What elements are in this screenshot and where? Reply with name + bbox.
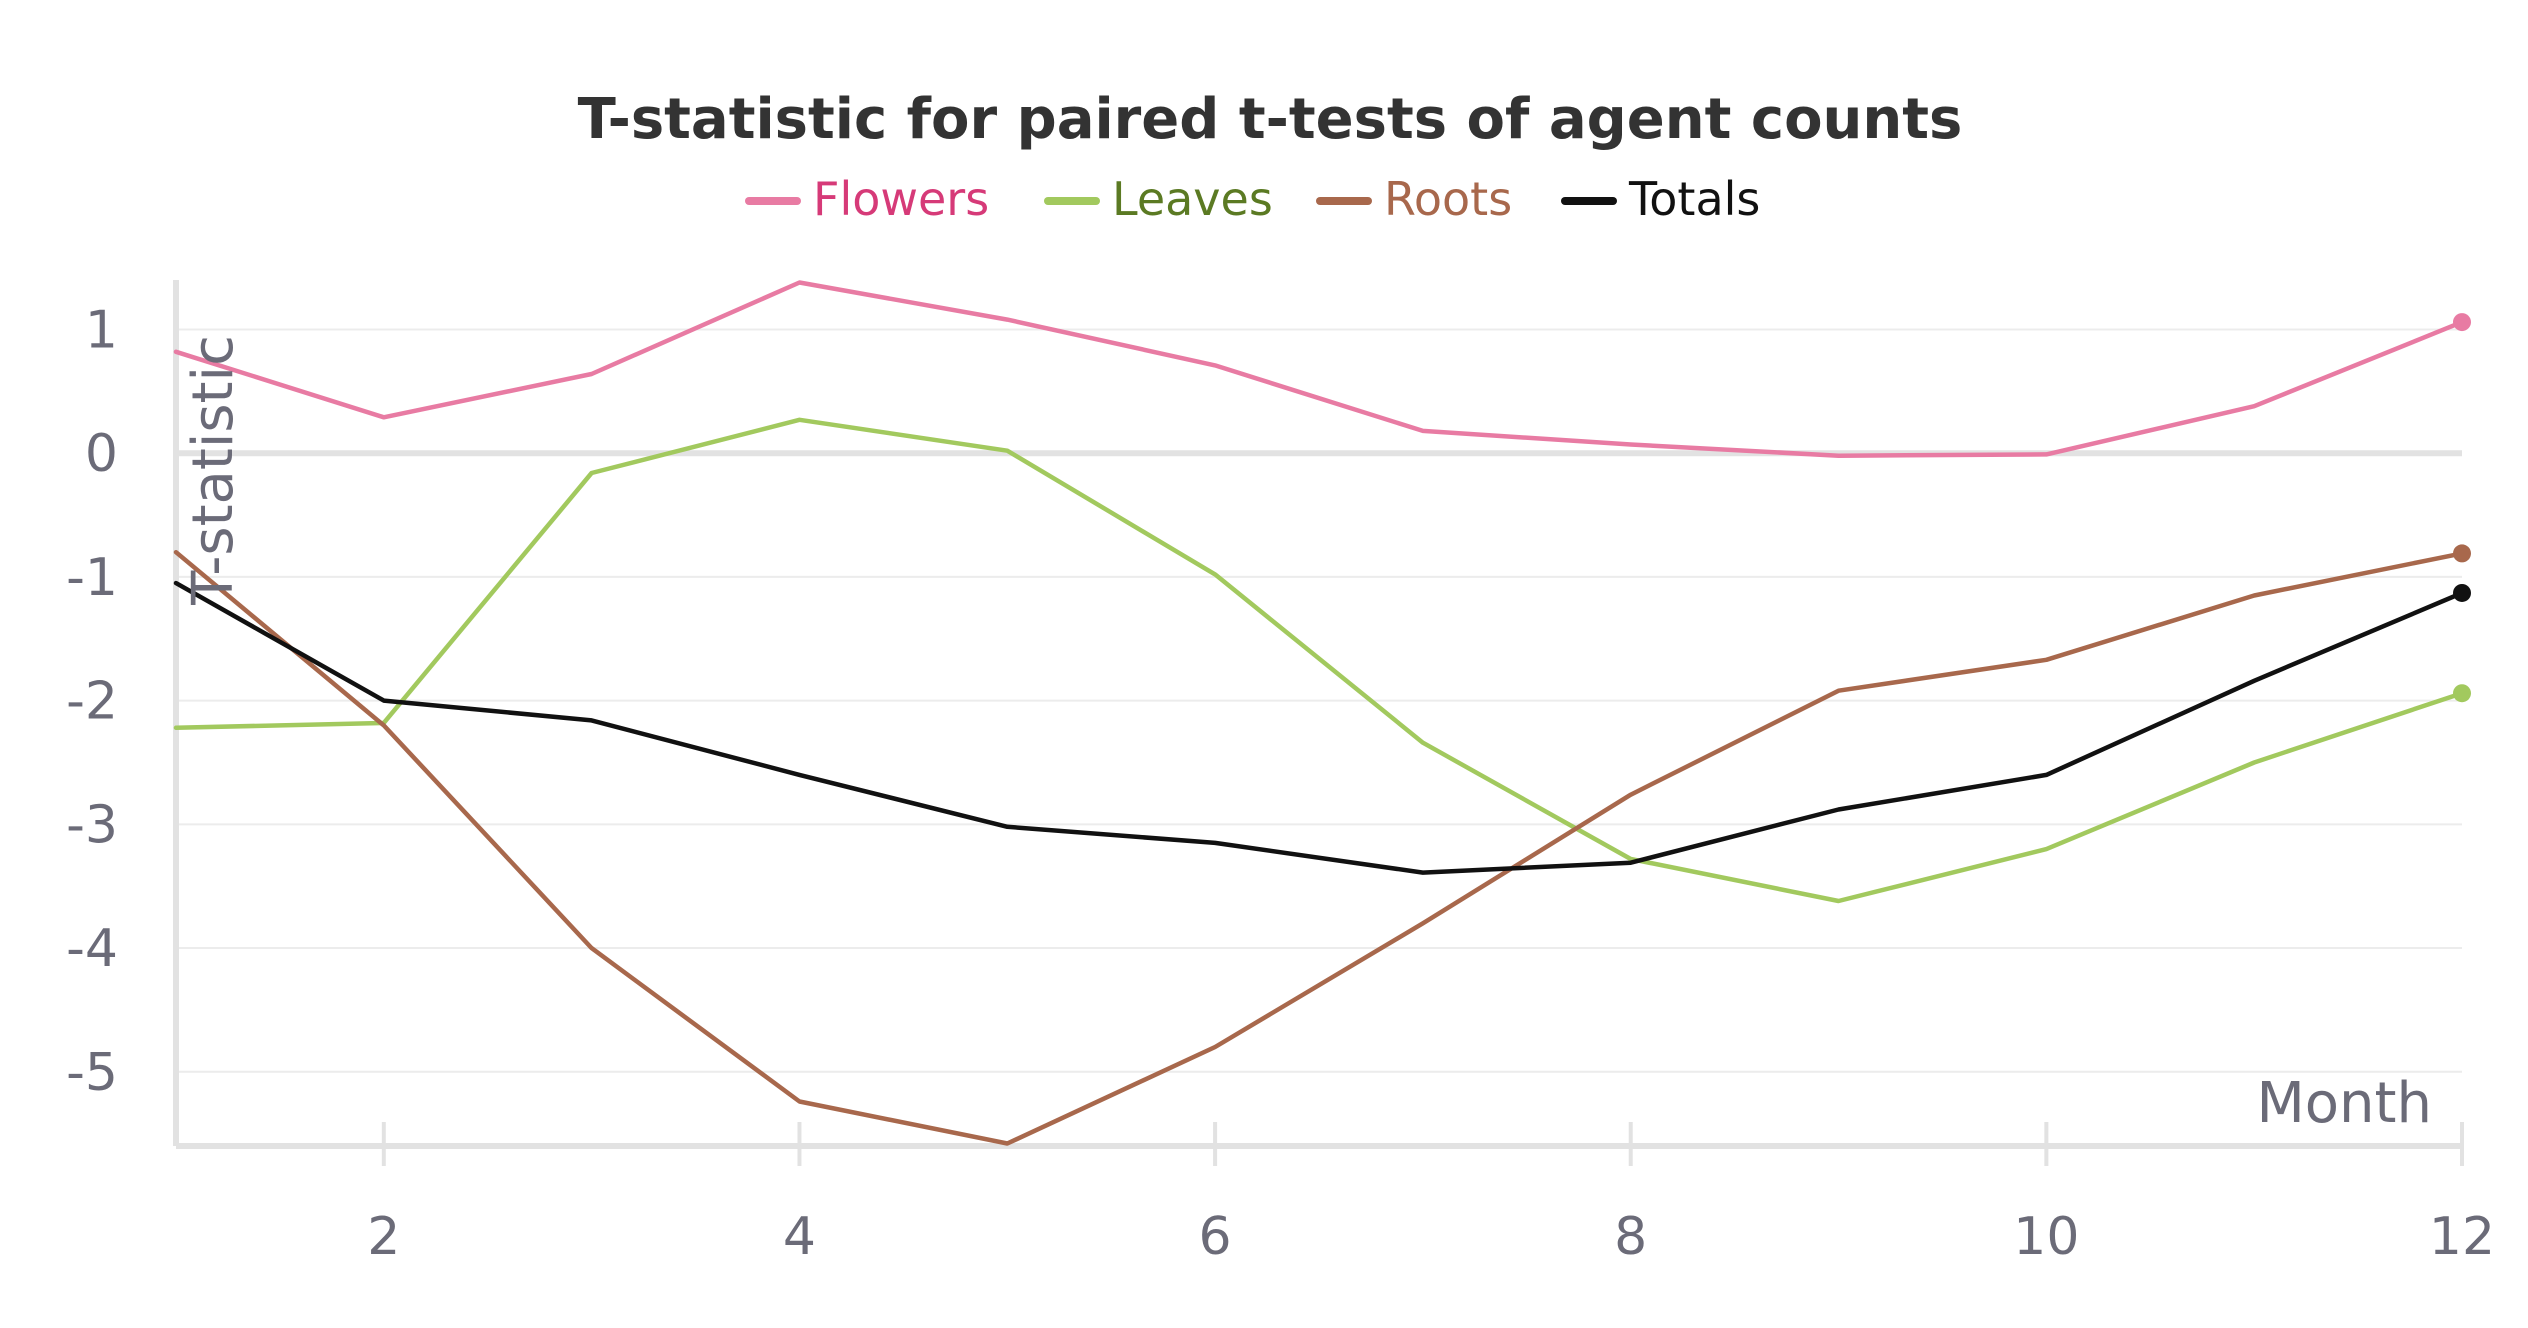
x-tick-label: 6 <box>1199 1207 1232 1267</box>
x-tick-label: 8 <box>1614 1207 1647 1267</box>
end-point-totals <box>2453 583 2471 602</box>
y-tick-label: -3 <box>66 795 118 855</box>
y-tick-label: -2 <box>66 672 118 732</box>
y-tick-label: 0 <box>85 424 118 484</box>
x-tick-label: 4 <box>783 1207 816 1267</box>
gridlines <box>176 328 2462 1073</box>
y-tick-label: -5 <box>66 1043 118 1103</box>
y-axis-title: T-statistic <box>181 335 246 606</box>
y-tick-label: -4 <box>66 919 118 979</box>
tick-labels: 10-1-2-3-4-52 4 6 8 10 12 <box>66 300 2495 1267</box>
legend-item-flowers: Flowers <box>745 172 989 226</box>
end-point-leaves <box>2453 684 2471 703</box>
y-tick-label: -1 <box>66 548 118 608</box>
legend-item-leaves: Leaves <box>1044 172 1273 226</box>
legend-label: Totals <box>1628 172 1760 226</box>
legend-label: Flowers <box>813 172 989 226</box>
legend: Flowers Leaves Roots Totals <box>745 172 1760 226</box>
x-tick-label: 12 <box>2429 1207 2495 1267</box>
series-line-flowers <box>173 280 2465 458</box>
legend-item-totals: Totals <box>1561 172 1760 226</box>
legend-label: Leaves <box>1112 172 1273 226</box>
series-line-totals <box>173 580 2465 875</box>
series-line-leaves <box>173 417 2465 904</box>
series-lines <box>173 280 2471 1146</box>
chart-title: T-statistic for paired t-tests of agent … <box>578 87 1963 152</box>
legend-label: Roots <box>1384 172 1512 226</box>
x-axis-title: Month <box>2256 1071 2432 1136</box>
x-tick-label: 2 <box>367 1207 400 1267</box>
x-tick-label: 10 <box>2013 1207 2079 1267</box>
legend-item-roots: Roots <box>1316 172 1512 226</box>
y-tick-label: 1 <box>85 300 118 360</box>
series-line-roots <box>173 549 2465 1146</box>
end-point-flowers <box>2453 313 2471 332</box>
axes <box>173 280 2464 1166</box>
end-point-roots <box>2453 544 2471 563</box>
